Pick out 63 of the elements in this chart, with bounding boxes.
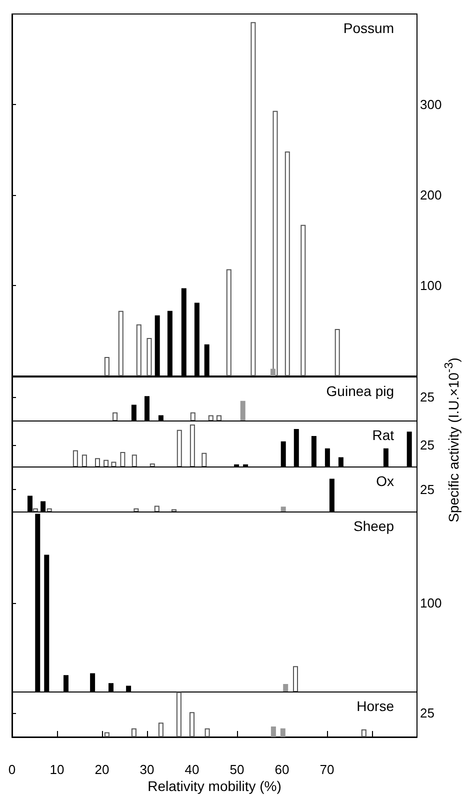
bar <box>112 412 118 421</box>
bar <box>176 430 182 467</box>
bar <box>208 415 214 421</box>
bar <box>82 454 87 467</box>
bar <box>300 224 306 376</box>
chart-title: Rat <box>372 427 394 443</box>
bar <box>361 729 366 737</box>
bar <box>132 454 137 467</box>
bar <box>204 728 210 737</box>
bar <box>120 452 126 467</box>
bar <box>154 506 160 512</box>
x-tick-label: 10 <box>50 762 64 777</box>
bar <box>150 463 155 467</box>
x-tick-label: 60 <box>274 762 290 777</box>
x-tick-label: 20 <box>94 762 110 777</box>
bar <box>158 722 164 737</box>
x-tick-label: 40 <box>184 762 200 777</box>
chart-title: Ox <box>376 473 394 489</box>
bar <box>283 684 288 692</box>
bar <box>240 400 246 421</box>
bar <box>190 712 194 737</box>
bar <box>280 506 286 512</box>
bar <box>202 452 207 467</box>
y-tick-label: 100 <box>420 595 442 610</box>
bar <box>136 324 142 376</box>
bar <box>176 692 182 737</box>
bar <box>104 732 110 737</box>
bar <box>226 269 232 376</box>
y-tick-label: 25 <box>420 390 434 405</box>
bar <box>72 450 78 467</box>
bar <box>293 666 298 692</box>
bar <box>270 368 276 376</box>
chart-title: Guinea pig <box>326 383 394 399</box>
y-tick-label: 25 <box>420 706 434 721</box>
bar <box>250 22 256 376</box>
x-tick-label: 70 <box>320 762 334 777</box>
y-tick-label: 25 <box>420 482 434 497</box>
chart-title: Horse <box>356 698 394 714</box>
x-axis-title: Relativity mobility (%) <box>148 778 282 794</box>
bar <box>190 412 196 421</box>
bar <box>104 356 110 376</box>
bar <box>146 338 152 376</box>
bar <box>284 152 290 376</box>
bar <box>270 726 276 737</box>
bar <box>104 460 109 467</box>
x-tick-label: 0 <box>8 762 16 777</box>
y-tick-label: 100 <box>420 278 442 293</box>
bar <box>190 424 195 467</box>
y-tick-label: 25 <box>420 437 434 452</box>
x-tick-label: 50 <box>230 762 244 777</box>
bar <box>334 328 340 376</box>
bar <box>111 462 116 467</box>
bar <box>131 728 136 737</box>
bar <box>118 310 124 376</box>
bar <box>272 110 278 376</box>
bar <box>216 415 222 421</box>
y-tick-label: 300 <box>420 97 442 112</box>
chart-title: Sheep <box>354 518 394 534</box>
x-tick-label: 30 <box>140 762 154 777</box>
bar <box>95 458 100 467</box>
y-tick-label: 200 <box>420 188 442 202</box>
bar <box>280 728 286 737</box>
chart-title: Possum <box>343 20 394 36</box>
